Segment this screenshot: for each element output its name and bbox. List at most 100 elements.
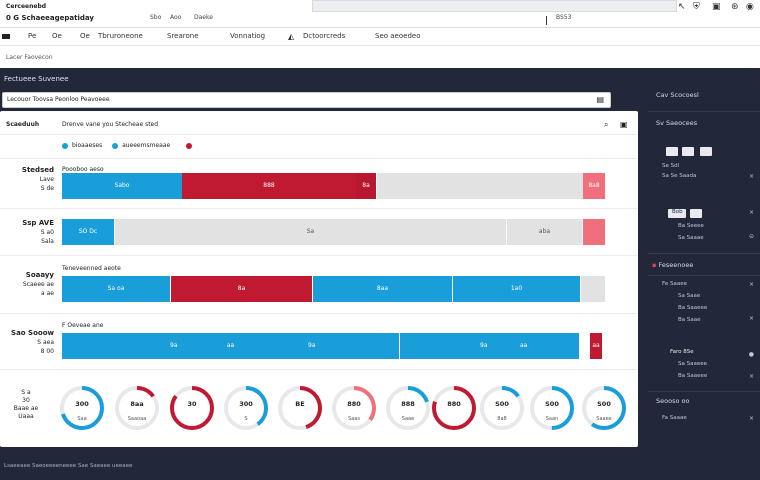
row-title: F Oeveae ane <box>62 322 104 329</box>
gauge-sub: Saas <box>348 416 360 422</box>
bar-segment[interactable]: 8a <box>356 173 376 199</box>
grid-icon[interactable]: ▣ <box>712 2 721 12</box>
gauge-ring <box>170 386 214 430</box>
bar-segment[interactable]: 8a <box>171 276 312 302</box>
sidebar-group-heading[interactable]: Seooso oo <box>656 397 690 405</box>
bar-segment[interactable]: aba <box>507 219 582 245</box>
gauge[interactable]: 8aa Saaoaa <box>113 384 161 432</box>
bar-segment[interactable]: 8aa <box>313 276 452 302</box>
gauge-ring <box>224 386 268 430</box>
bar-segment[interactable]: aa <box>590 333 602 359</box>
bar-label: Sabo <box>114 182 130 189</box>
close-icon[interactable]: × <box>748 209 754 216</box>
filter-bar[interactable]: Lecouor Toovsa Peonloo Peavoeee ▤ <box>2 92 611 108</box>
gauge-sub: Saaoaa <box>127 416 147 422</box>
close-icon[interactable]: × <box>748 373 754 380</box>
sidebar-button[interactable] <box>668 209 686 218</box>
bar-segment[interactable]: Sa <box>115 219 506 245</box>
sidebar-line: Ba Seeee <box>678 223 704 229</box>
sidebar-group-heading[interactable]: Sv Saeocees <box>656 119 698 127</box>
bar-label: 8a8 <box>588 182 600 189</box>
link-icon[interactable]: ⊝ <box>748 233 754 240</box>
nav-left-2[interactable]: Oe <box>80 32 90 40</box>
gauge-sub: 8a8 <box>497 416 507 422</box>
bar-segment[interactable]: Sabo <box>62 173 182 199</box>
logo: Cerceenebd <box>6 3 47 10</box>
gauge-ring <box>530 386 574 430</box>
search-icon[interactable]: ⌕ <box>604 120 609 129</box>
gauge[interactable]: 888 Saae <box>384 384 432 432</box>
divider <box>648 253 760 254</box>
bar-label: SO Dc <box>78 228 98 235</box>
gauge[interactable]: S00 Saaee <box>580 384 628 432</box>
gauge-ring <box>386 386 430 430</box>
gauge[interactable]: 300 Saa <box>58 384 106 432</box>
breadcrumb[interactable]: Lacer Faovecon <box>6 54 53 61</box>
bar-label: 9a <box>308 342 316 349</box>
hand-icon[interactable]: ↖ <box>678 2 686 12</box>
gauge[interactable]: BE <box>276 384 324 432</box>
nav-item-3[interactable]: Dctoorcreds <box>303 32 346 40</box>
filter-icon[interactable]: ▤ <box>596 95 604 104</box>
gauge[interactable]: 30 <box>168 384 216 432</box>
bar-label: 8a <box>237 285 246 292</box>
bar-segment[interactable]: SO Dc <box>62 219 114 245</box>
gauge-sub: Saan <box>545 416 559 422</box>
menu-item-0[interactable]: Sbo <box>150 14 162 21</box>
gauge-ring <box>582 386 626 430</box>
nav-item-1[interactable]: Srearone <box>167 32 199 40</box>
sidebar-group-heading[interactable]: ▪ Feseenoee <box>652 261 694 269</box>
close-icon[interactable]: × <box>748 173 754 180</box>
menu-item-2[interactable]: Daeke <box>194 14 213 21</box>
bar-label: 8aa <box>376 285 389 292</box>
nav-left-1[interactable]: Oe <box>52 32 62 40</box>
gauge[interactable]: 880 <box>430 384 478 432</box>
settings-icon[interactable]: ▣ <box>620 120 628 129</box>
divider <box>648 391 760 392</box>
legend: bioaaeses aueeemsmeaae <box>62 142 196 149</box>
sidebar-button[interactable] <box>666 147 678 156</box>
bar-segment[interactable]: 888 <box>182 173 356 199</box>
bar-segment[interactable] <box>581 276 605 302</box>
bar-segment[interactable] <box>377 173 583 199</box>
nav-item-2[interactable]: Vonnatiog <box>230 32 266 40</box>
row-label: Ssp AVE S a0 Sala <box>22 219 54 245</box>
nav-item-4[interactable]: Seo aeoedeo <box>375 32 421 40</box>
menu-item-1[interactable]: Aoo <box>170 14 182 21</box>
gauge-ring <box>432 386 476 430</box>
close-icon[interactable]: × <box>748 315 754 322</box>
row-label: Soaayy Scaeee ae a ae <box>22 271 54 297</box>
bar-segment[interactable]: Sa oa <box>62 276 170 302</box>
bar-segment[interactable] <box>583 219 605 245</box>
sidebar-button[interactable] <box>690 209 702 218</box>
bar-segment[interactable]: aa <box>62 333 399 359</box>
nav-item-0[interactable]: Tbruroneone <box>98 32 143 40</box>
gauge-value: 300 <box>75 400 89 408</box>
sidebar-button[interactable] <box>700 147 712 156</box>
close-icon[interactable]: × <box>748 281 754 288</box>
close-icon[interactable]: × <box>748 415 754 422</box>
dot-icon[interactable]: ● <box>748 351 754 358</box>
sidebar-badge-text: Bob <box>672 209 683 215</box>
gauge[interactable]: S00 8a8 <box>478 384 526 432</box>
gauge-sub: Saa <box>77 416 87 422</box>
gauge[interactable]: S00 Saan <box>528 384 576 432</box>
legend-item: aueeemsmeaae <box>112 142 170 149</box>
gauge-value: 300 <box>239 400 253 408</box>
menu-icon[interactable] <box>2 34 10 39</box>
avatar-icon[interactable]: ◉ <box>746 2 754 12</box>
bar-label: aa <box>520 342 528 349</box>
bar-segment[interactable]: 8a8 <box>583 173 605 199</box>
bar-segment[interactable]: 9a <box>400 333 579 359</box>
gauge-sub: Saae <box>401 416 415 422</box>
bar-label: aba <box>538 228 551 235</box>
gauge[interactable]: 300 S <box>222 384 270 432</box>
shield-icon[interactable]: ⛨ <box>693 2 700 12</box>
sidebar-line: Sa Saae <box>678 293 701 299</box>
sidebar-button[interactable] <box>682 147 694 156</box>
nav-left-0[interactable]: Pe <box>28 32 37 40</box>
bar-segment[interactable]: 1a0 <box>453 276 580 302</box>
bell-icon[interactable]: ⊛ <box>731 2 739 12</box>
gauge[interactable]: 880 Saas <box>330 384 378 432</box>
search-input[interactable] <box>312 0 677 12</box>
